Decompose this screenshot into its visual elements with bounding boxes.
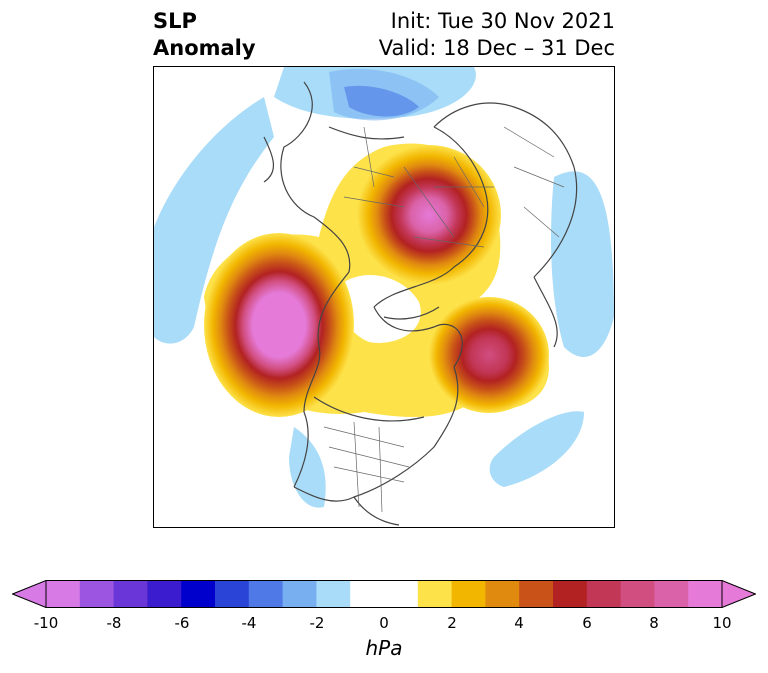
colorbar-segment bbox=[519, 580, 554, 608]
colorbar bbox=[12, 580, 756, 608]
colorbar-segment bbox=[248, 580, 284, 608]
negative-anomaly-north-america bbox=[289, 427, 326, 508]
colorbar-tick: 6 bbox=[582, 614, 592, 632]
colorbar-segment bbox=[350, 580, 385, 608]
colorbar-extend-max bbox=[721, 580, 756, 608]
colorbar-tick: -8 bbox=[106, 614, 122, 632]
title-anomaly: Anomaly bbox=[153, 36, 256, 60]
colorbar-segment bbox=[79, 580, 115, 608]
colorbar-segment bbox=[316, 580, 351, 608]
colorbar-unit: hPa bbox=[365, 636, 403, 660]
anomaly-map bbox=[154, 67, 614, 526]
colorbar-tick: -10 bbox=[33, 614, 59, 632]
colorbar-segment bbox=[147, 580, 182, 608]
colorbar-tick: 10 bbox=[712, 614, 732, 632]
coastlines bbox=[263, 81, 578, 526]
colorbar-tick: 8 bbox=[649, 614, 659, 632]
colorbar-extend-min bbox=[12, 580, 47, 608]
plot-title-right: Init: Tue 30 Nov 2021 Valid: 18 Dec – 31… bbox=[379, 8, 615, 62]
positive-anomaly-siberia bbox=[357, 145, 501, 285]
colorbar-tick: -6 bbox=[174, 614, 190, 632]
valid-range: Valid: 18 Dec – 31 Dec bbox=[378, 36, 615, 60]
colorbar-segment bbox=[654, 580, 689, 608]
colorbar-tick: -2 bbox=[309, 614, 325, 632]
colorbar-segment bbox=[215, 580, 250, 608]
borders bbox=[323, 126, 565, 513]
colorbar-segment bbox=[451, 580, 486, 608]
title-variable: SLP bbox=[153, 9, 197, 33]
negative-anomaly-pacific-west bbox=[154, 97, 274, 344]
colorbar-tick: 2 bbox=[447, 614, 457, 632]
map-panel bbox=[153, 66, 615, 528]
colorbar-segment bbox=[417, 580, 453, 608]
negative-anomaly-east-pacific bbox=[551, 171, 614, 357]
colorbar-segment bbox=[485, 580, 520, 608]
negative-anomaly-atlantic-south bbox=[489, 411, 584, 487]
colorbar-segment bbox=[688, 580, 723, 608]
colorbar-tick: 0 bbox=[379, 614, 389, 632]
colorbar-tick: -4 bbox=[241, 614, 257, 632]
colorbar-segment bbox=[46, 580, 81, 608]
colorbar-segment bbox=[586, 580, 622, 608]
init-date: Init: Tue 30 Nov 2021 bbox=[390, 9, 615, 33]
colorbar-segment bbox=[384, 580, 419, 608]
colorbar-segment bbox=[113, 580, 148, 608]
colorbar-segment bbox=[620, 580, 655, 608]
positive-anomaly-north-atlantic bbox=[429, 297, 549, 413]
colorbar-segment bbox=[553, 580, 588, 608]
colorbar-segment bbox=[181, 580, 216, 608]
colorbar-tick: 4 bbox=[514, 614, 524, 632]
colorbar-outline bbox=[45, 580, 723, 608]
colorbar-segment bbox=[282, 580, 317, 608]
positive-anomaly-gulf-of-alaska bbox=[204, 233, 354, 417]
plot-title-left: SLP Anomaly bbox=[153, 8, 256, 62]
negative-anomaly-mediterranean-mid bbox=[329, 68, 439, 121]
